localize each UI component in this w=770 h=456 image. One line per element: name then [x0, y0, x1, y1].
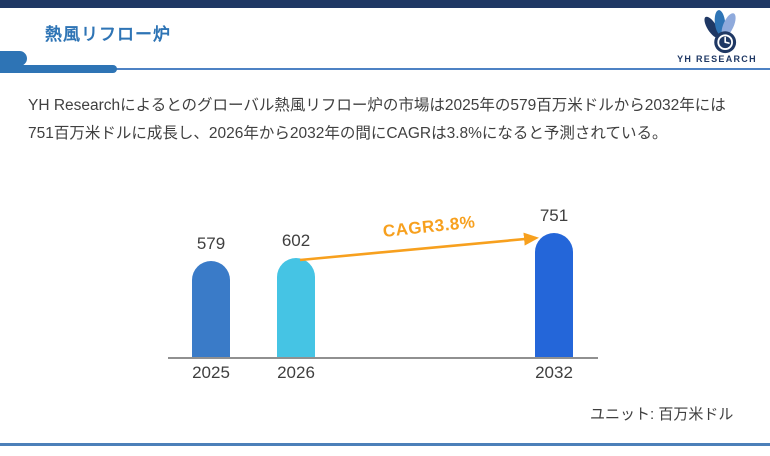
chart-bar: [277, 258, 315, 357]
yh-research-logo-icon: [704, 10, 737, 54]
bar-group-2032: 751: [535, 206, 573, 357]
title-rule-line: [110, 68, 770, 70]
intro-line-1: YH Researchによるとのグローバル熱風リフロー炉の市場は2025年の57…: [28, 97, 726, 114]
bar-group-2026: 602: [277, 231, 315, 357]
bar-chart: 579 602 751 2025 2026 2032: [168, 200, 598, 382]
bar-group-2025: 579: [192, 234, 230, 357]
x-axis-label-2032: 2032: [535, 363, 573, 382]
x-axis-label-2026: 2026: [277, 363, 315, 382]
bar-value-label: 579: [196, 234, 226, 253]
chart-bar: [192, 261, 230, 357]
title-rule-bar: [0, 65, 117, 73]
bottom-accent-line: [0, 443, 770, 446]
bar-value-label: 751: [539, 206, 569, 225]
intro-paragraph: YH Researchによるとのグローバル熱風リフロー炉の市場は2025年の57…: [28, 92, 758, 148]
bar-value-label: 602: [281, 231, 311, 250]
unit-note: ユニット: 百万米ドル: [590, 406, 734, 423]
page-title: 熱風リフロー炉: [45, 25, 171, 44]
chart-bar: [535, 233, 573, 357]
x-axis-label-2025: 2025: [192, 363, 230, 382]
intro-line-2: 751百万米ドルに成長し、2026年から2032年の間にCAGRは3.8%になる…: [28, 125, 668, 142]
title-rule-tab: [0, 51, 27, 66]
top-accent-bar: [0, 0, 770, 8]
brand-name: YH RESEARCH: [677, 54, 757, 64]
